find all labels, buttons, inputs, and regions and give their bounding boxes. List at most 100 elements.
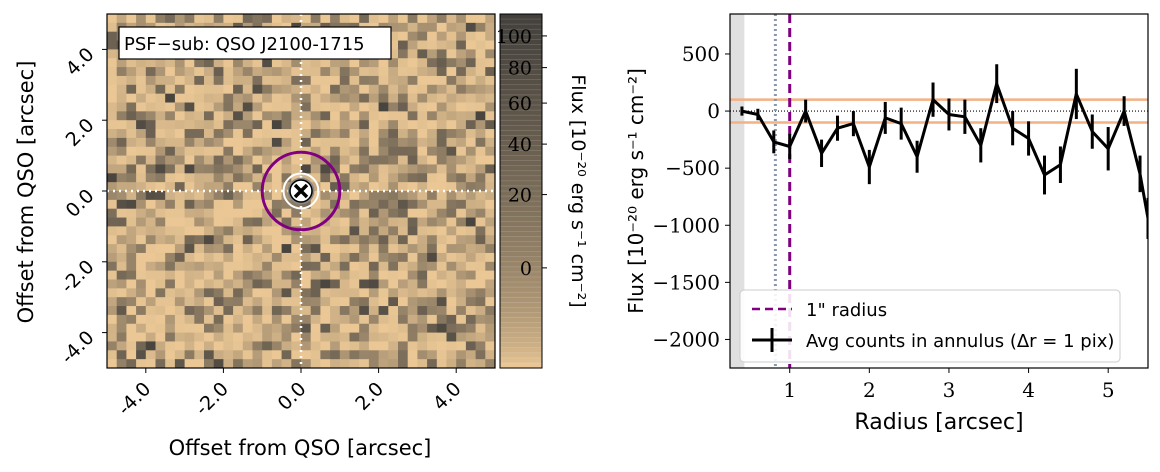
heatmap-cell: [407, 314, 418, 325]
heatmap-cell: [446, 350, 457, 360]
heatmap-cell: [233, 297, 244, 307]
heatmap-cell: [465, 332, 476, 342]
heatmap-cell: [368, 297, 379, 307]
heatmap-cell: [398, 120, 409, 130]
heatmap-cell: [213, 359, 224, 369]
heatmap-cell: [368, 341, 379, 351]
heatmap-cell: [475, 14, 486, 24]
heatmap-cell: [213, 341, 224, 351]
heatmap-cell: [233, 226, 244, 236]
heatmap-cell: [271, 332, 282, 342]
heatmap-cell: [242, 288, 253, 298]
heatmap-cell: [436, 146, 447, 156]
heatmap-cell: [271, 146, 282, 156]
heatmap-cell: [485, 261, 496, 272]
colorbar-segment: [500, 170, 542, 177]
heatmap-cell: [174, 332, 185, 342]
heatmap-cell: [126, 93, 137, 103]
heatmap-cell: [252, 208, 263, 218]
heatmap-cell: [339, 75, 350, 86]
heatmap-cell: [155, 217, 166, 227]
heatmap-cell: [262, 288, 273, 298]
heatmap-cell: [465, 14, 476, 24]
heatmap-cell: [262, 14, 273, 24]
heatmap-cell: [446, 164, 457, 174]
heatmap-cell: [388, 314, 399, 325]
colorbar-segment: [500, 261, 542, 268]
heatmap-cell: [184, 288, 195, 298]
heatmap-cell: [436, 102, 447, 112]
heatmap-cell: [456, 164, 467, 174]
heatmap-cell: [184, 191, 195, 201]
heatmap-cell: [310, 146, 321, 156]
heatmap-cell: [194, 164, 205, 174]
heatmap-cell: [485, 93, 496, 103]
heatmap-cell: [281, 120, 292, 130]
heatmap-cell: [485, 235, 496, 245]
heatmap-cell: [145, 137, 156, 148]
heatmap-cell: [291, 102, 302, 112]
heatmap-cell: [456, 191, 467, 201]
heatmap-cell: [233, 155, 244, 165]
heatmap-cell: [204, 173, 215, 183]
heatmap-cell: [242, 111, 253, 121]
heatmap-cell: [223, 58, 234, 68]
heatmap-cell: [456, 146, 467, 156]
heatmap-cell: [446, 40, 457, 50]
heatmap-cell: [242, 297, 253, 307]
heatmap-cell: [388, 323, 399, 333]
heatmap-cell: [301, 75, 312, 86]
colorbar-segment: [500, 266, 542, 273]
heatmap-cell: [388, 182, 399, 192]
heatmap-cell: [465, 173, 476, 183]
colorbar: [500, 13, 542, 369]
heatmap-cell: [465, 182, 476, 192]
heatmap-cell: [407, 67, 418, 77]
heatmap-cell: [281, 323, 292, 333]
heatmap-cell: [165, 226, 176, 236]
heatmap-cell: [417, 261, 428, 272]
heatmap-cell: [368, 102, 379, 112]
heatmap-cell: [456, 332, 467, 342]
profile-ytick-label: 0: [707, 99, 720, 123]
heatmap-cell: [252, 279, 263, 289]
heatmap-cell: [145, 102, 156, 112]
heatmap-cell: [310, 199, 321, 210]
heatmap-overlay: [107, 14, 495, 368]
heatmap-cell: [165, 14, 176, 24]
heatmap-cell: [155, 129, 166, 139]
heatmap-cell: [339, 173, 350, 183]
heatmap-cell: [456, 182, 467, 192]
colorbar-segment: [500, 59, 542, 66]
heatmap-cell: [446, 306, 457, 316]
heatmap-cell: [204, 332, 215, 342]
heatmap-cell: [378, 14, 389, 24]
colorbar-segment: [500, 191, 542, 197]
heatmap-cell: [116, 323, 127, 333]
heatmap-cell: [465, 297, 476, 307]
heatmap-cell: [320, 129, 331, 139]
colorbar-segment: [500, 271, 542, 278]
heatmap-cell: [417, 191, 428, 201]
heatmap-cell: [184, 58, 195, 68]
heatmap-cell: [427, 208, 438, 218]
heatmap-cell: [126, 235, 137, 245]
heatmap-cell: [281, 191, 292, 201]
heatmap-cell: [252, 155, 263, 165]
heatmap-cell: [291, 244, 302, 254]
heatmap-cell: [368, 217, 379, 227]
colorbar-segment: [500, 155, 542, 162]
heatmap-cell: [271, 111, 282, 121]
heatmap-cell: [378, 84, 389, 95]
colorbar-segment: [500, 150, 542, 157]
heatmap-cell: [145, 155, 156, 165]
heatmap-cell: [116, 155, 127, 165]
heatmap-cell: [388, 332, 399, 342]
heatmap-cell: [136, 297, 147, 307]
heatmap-cell: [368, 244, 379, 254]
heatmap-cell: [252, 306, 263, 316]
heatmap-cell: [320, 314, 331, 325]
heatmap-cell: [368, 279, 379, 289]
heatmap-cell: [116, 199, 127, 210]
heatmap-cell: [407, 75, 418, 86]
